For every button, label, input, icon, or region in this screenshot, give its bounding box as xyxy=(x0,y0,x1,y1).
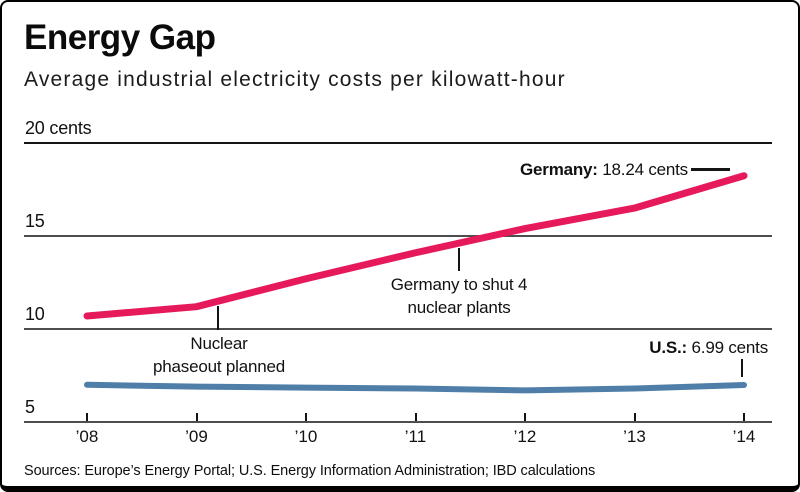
annotation-nuclear-phaseout: Nuclear phaseout planned xyxy=(119,332,319,378)
annotation-shut-nuclear-plants-line1: Germany to shut 4 xyxy=(390,275,528,294)
x-tick-2011 xyxy=(414,413,417,421)
y-tick-label-15: 15 xyxy=(25,211,45,231)
nuclear-phaseout-pointer-tick xyxy=(217,306,219,330)
x-tick-label-2008: ’08 xyxy=(75,427,99,446)
gridline-10 xyxy=(24,328,772,330)
y-tick-label-20: 20 cents xyxy=(25,118,92,138)
germany-series-label: Germany: 18.24 cents xyxy=(520,160,688,180)
us-pointer-tick xyxy=(741,359,743,377)
y-tick-label-10: 10 xyxy=(25,304,45,324)
gridline-20 xyxy=(24,142,772,144)
x-tick-2010 xyxy=(305,413,307,421)
y-tick-label-5: 5 xyxy=(25,397,35,417)
sources-note: Sources: Europe’s Energy Portal; U.S. En… xyxy=(24,463,596,479)
annotation-nuclear-phaseout-line2: phaseout planned xyxy=(153,357,285,376)
x-tick-2008 xyxy=(86,413,88,421)
us-series-label: U.S.: 6.99 cents xyxy=(649,338,768,358)
x-tick-label-2011: ’11 xyxy=(404,427,427,446)
x-tick-label-2010: ’10 xyxy=(294,427,318,446)
x-tick-2009 xyxy=(195,413,198,421)
germany-pointer-dash xyxy=(691,168,730,171)
x-tick-label-2009: ’09 xyxy=(185,427,208,446)
x-tick-2012 xyxy=(524,413,526,421)
annotation-nuclear-phaseout-line1: Nuclear xyxy=(190,334,248,353)
gridline-5 xyxy=(24,421,772,423)
x-tick-label-2012: ’12 xyxy=(513,427,537,446)
x-tick-label-2014: ’14 xyxy=(732,427,756,446)
x-tick-2013 xyxy=(633,413,636,421)
us-series-label-name: U.S.: xyxy=(649,338,688,357)
annotation-shut-nuclear-plants-line2: nuclear plants xyxy=(407,298,511,317)
annotation-shut-nuclear-plants: Germany to shut 4 nuclear plants xyxy=(359,273,559,319)
germany-series-label-value: 18.24 cents xyxy=(597,160,688,179)
gridline-15 xyxy=(24,235,772,237)
us-series-label-value: 6.99 cents xyxy=(687,338,769,357)
chart-title: Energy Gap xyxy=(24,18,216,57)
germany-series-label-name: Germany: xyxy=(520,160,598,179)
shut-nuclear-plants-pointer-tick xyxy=(458,248,460,271)
us-line xyxy=(84,381,747,394)
x-tick-2014 xyxy=(743,413,745,421)
chart-subtitle: Average industrial electricity costs per… xyxy=(24,68,566,91)
x-tick-label-2013: ’13 xyxy=(623,427,646,446)
